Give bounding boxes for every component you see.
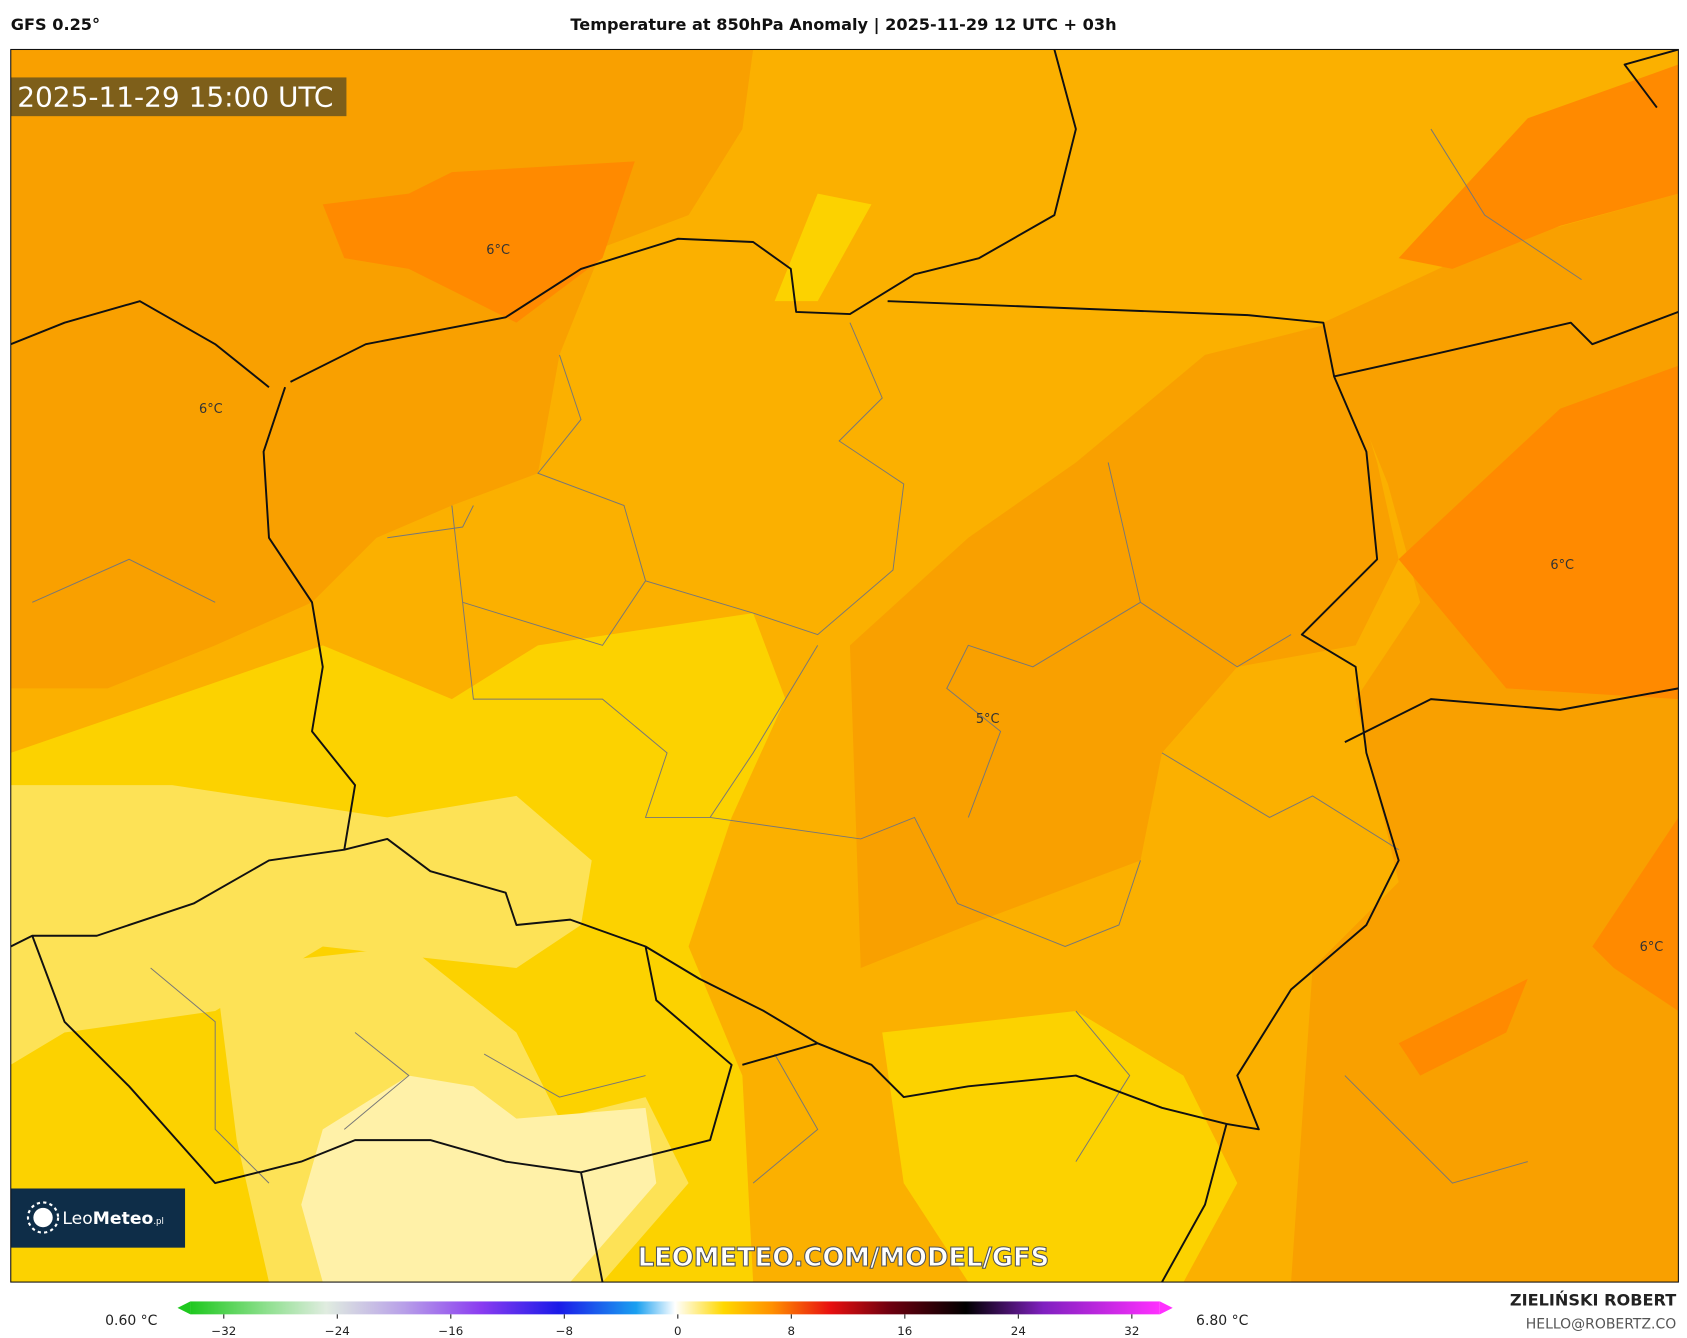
colorbar <box>190 1301 1160 1315</box>
colorbar-min: 0.60 °C <box>105 1313 157 1329</box>
contour-label: 6°C <box>1550 558 1574 573</box>
author-name: ZIELIŃSKI ROBERT <box>1510 1291 1676 1310</box>
watermark: LEOMETEO.COM/MODEL/GFS <box>638 1243 1050 1273</box>
logo-bold: Meteo <box>93 1209 154 1229</box>
colorbar-max: 6.80 °C <box>1196 1313 1248 1329</box>
contour-label: 6°C <box>199 402 223 417</box>
colorbar-ticks: −32 −24 −16 −8 0 8 16 24 32 <box>211 1314 1139 1338</box>
logo-rays <box>26 1201 60 1234</box>
contour-label: 6°C <box>486 243 510 258</box>
region-border <box>32 128 1582 1184</box>
anomaly-region <box>882 1011 1238 1283</box>
anomaly-region <box>301 1075 657 1283</box>
contour-label: 6°C <box>1640 940 1664 955</box>
colorbar-end <box>177 1301 191 1315</box>
colorbar-tick-label: 16 <box>897 1324 912 1338</box>
anomaly-region <box>1592 817 1679 1012</box>
colorbar-tick-label: −16 <box>438 1324 463 1338</box>
anomaly-region <box>849 322 1399 969</box>
anomaly-region <box>322 161 635 323</box>
anomaly-region <box>774 193 872 302</box>
logo-suffix: .pl <box>153 1217 164 1227</box>
map-title: Temperature at 850hPa Anomaly | 2025-11-… <box>570 15 1116 35</box>
colorbar-tick-label: −8 <box>556 1324 573 1338</box>
contour-label: 5°C <box>976 712 1000 727</box>
anomaly-region <box>1398 365 1679 700</box>
colorbar-tick-label: −32 <box>211 1324 236 1338</box>
anomaly-region <box>1398 64 1679 269</box>
anomaly-region <box>10 785 592 1065</box>
map: 6°C 6°C 6°C 5°C 6°C 2025-11-29 15:00 UTC… <box>10 49 1679 1283</box>
country-border <box>10 49 1679 1283</box>
colorbar-tick-label: 0 <box>674 1324 682 1338</box>
logo-text: LeoMeteo.pl <box>62 1209 163 1229</box>
colorbar-tick-label: 24 <box>1011 1324 1026 1338</box>
colorbar-tick-label: 32 <box>1124 1324 1139 1338</box>
model-name: GFS 0.25° <box>11 15 100 34</box>
anomaly-region <box>1398 978 1528 1076</box>
colorbar-end <box>1159 1301 1173 1315</box>
logo-sun <box>33 1207 53 1228</box>
valid-time: 2025-11-29 15:00 UTC <box>17 80 333 113</box>
map-frame <box>10 48 1679 1283</box>
author-email: HELLO@ROBERTZ.CO <box>1526 1316 1676 1332</box>
colorbar-tick-label: 8 <box>788 1324 796 1338</box>
logo-light: Leo <box>62 1209 92 1229</box>
time-box <box>10 77 347 117</box>
colorbar-tick-label: −24 <box>325 1324 350 1338</box>
